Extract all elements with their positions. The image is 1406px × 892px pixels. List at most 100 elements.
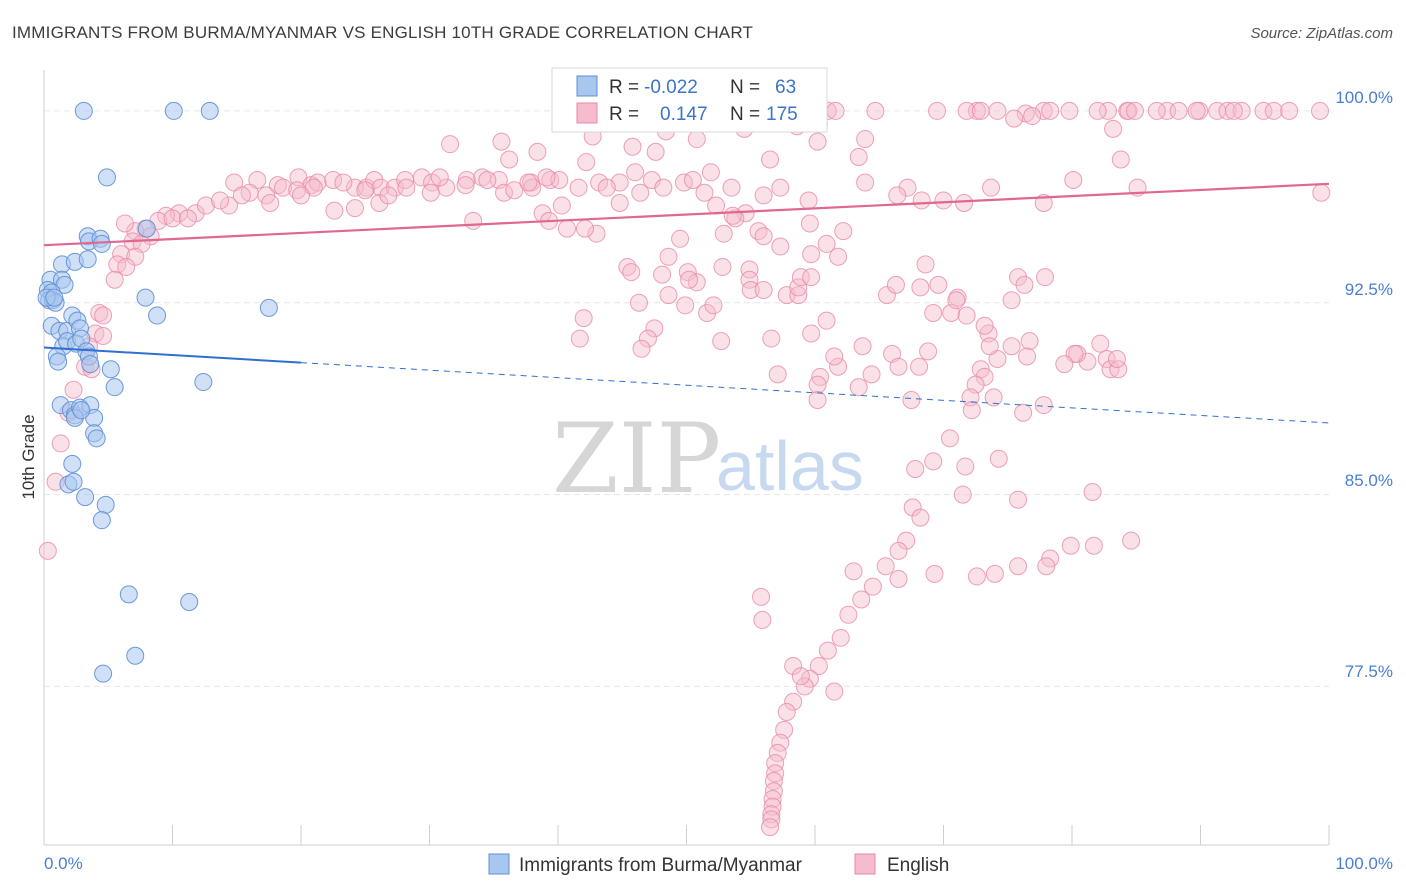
english-point [984, 388, 1003, 407]
english-point [631, 183, 650, 202]
english-point [910, 357, 929, 376]
english-point [622, 263, 641, 282]
english-point [985, 564, 1004, 583]
english-point [653, 265, 672, 284]
english-point [324, 170, 343, 189]
bottom-legend-label-english: English [887, 855, 949, 876]
burma-point [164, 101, 183, 120]
english-point [852, 590, 871, 609]
english-point [1254, 101, 1273, 120]
english-point [764, 782, 783, 801]
english-point [676, 296, 695, 315]
english-point [1009, 490, 1028, 509]
bottom-legend-swatch-burma [488, 853, 510, 875]
english-point [623, 137, 642, 156]
english-point [791, 667, 810, 686]
english-point [1041, 101, 1060, 120]
y-tick-label: 100.0% [1335, 88, 1393, 107]
english-point [947, 291, 966, 310]
english-point [768, 743, 787, 762]
english-point [829, 357, 848, 376]
english-point [800, 214, 819, 233]
english-point [789, 286, 808, 305]
watermark-zip: ZIP [552, 403, 721, 515]
english-point [646, 142, 665, 161]
english-point [829, 247, 848, 266]
english-point [763, 797, 782, 816]
english-point [862, 365, 881, 384]
english-point [552, 196, 571, 215]
english-point [825, 682, 844, 701]
english-point [723, 206, 742, 225]
burma-point [78, 250, 97, 269]
x-tick-label-max: 100.0% [1335, 854, 1393, 873]
burma-point [92, 511, 111, 530]
english-point [753, 610, 772, 629]
english-point [791, 268, 810, 287]
english-point [38, 541, 57, 560]
english-point [877, 286, 896, 305]
english-point [456, 176, 475, 195]
english-point [962, 401, 981, 420]
bottom-legend-label-burma: Immigrants from Burma/Myanmar [519, 855, 803, 876]
legend-r-value-english: 0.147 [660, 104, 708, 125]
english-point [919, 342, 938, 361]
english-point [1023, 107, 1042, 126]
english-point [768, 365, 787, 384]
english-point [924, 452, 943, 471]
english-point [587, 224, 606, 243]
english-point [574, 309, 593, 328]
english-trend-line [43, 182, 1330, 247]
english-point [421, 183, 440, 202]
burma-point [119, 585, 138, 604]
english-point [886, 275, 905, 294]
watermark-atlas: atlas [716, 427, 864, 505]
english-point [924, 303, 943, 322]
english-point [889, 357, 908, 376]
english-point [789, 278, 808, 297]
english-point [754, 227, 773, 246]
english-point [1015, 275, 1034, 294]
legend-n-label: N = [730, 77, 760, 98]
english-point [989, 449, 1008, 468]
english-point [818, 641, 837, 660]
english-point [714, 224, 733, 243]
english-point [196, 196, 215, 215]
english-point [528, 142, 547, 161]
burma-point [148, 306, 167, 325]
english-point [953, 485, 972, 504]
english-point [754, 186, 773, 205]
chart-source: Source: ZipAtlas.com [1250, 25, 1393, 42]
english-point [478, 170, 497, 189]
english-point [911, 508, 930, 527]
watermark: ZIP atlas [552, 403, 864, 515]
english-point [934, 191, 953, 210]
legend-swatch-english [576, 102, 598, 124]
english-point [1009, 268, 1028, 287]
english-point [975, 367, 994, 386]
english-point [971, 101, 990, 120]
english-point [537, 168, 556, 187]
burma-point [194, 373, 213, 392]
english-point [826, 101, 845, 120]
english-point [371, 178, 390, 197]
burma-point [45, 288, 64, 307]
burma-point [72, 401, 91, 420]
english-point [356, 181, 375, 200]
stats-legend-box [551, 67, 828, 133]
burma-point [105, 378, 124, 397]
english-point [912, 191, 931, 210]
english-point [575, 219, 594, 238]
english-point [795, 677, 814, 696]
english-point [713, 257, 732, 276]
english-point [988, 101, 1007, 120]
english-point [1083, 483, 1102, 502]
english-point [379, 186, 398, 205]
english-point [712, 332, 731, 351]
english-point [115, 214, 134, 233]
english-point [1280, 101, 1299, 120]
y-tick-label: 92.5% [1345, 280, 1393, 299]
english-point [570, 329, 589, 348]
trend-lines [43, 182, 1330, 424]
english-point [825, 347, 844, 366]
